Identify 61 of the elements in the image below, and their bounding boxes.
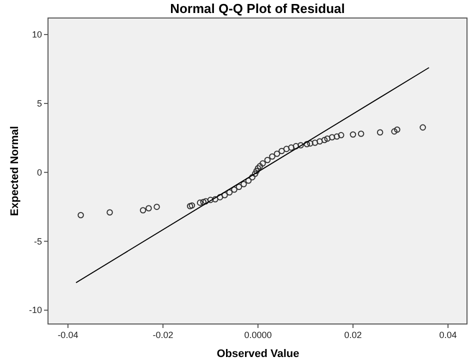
point — [196, 200, 204, 206]
point — [200, 198, 206, 206]
point — [240, 180, 247, 188]
point — [236, 184, 242, 190]
point — [249, 174, 256, 180]
point — [298, 142, 304, 148]
point — [307, 140, 314, 147]
point — [222, 192, 228, 198]
point — [394, 126, 400, 133]
y-tick-label: -5 — [34, 236, 42, 246]
point — [212, 196, 218, 202]
point — [321, 136, 328, 144]
point — [292, 143, 300, 150]
point — [106, 209, 113, 216]
point — [188, 202, 196, 209]
point — [146, 205, 152, 212]
x-tick-label: -0.02 — [152, 330, 174, 340]
y-axis-title: Expected Normal — [9, 126, 21, 216]
y-tick-label: -10 — [28, 305, 42, 316]
x-tick-label: 0.02 — [344, 330, 362, 340]
y-tick-label: 5 — [36, 98, 42, 108]
x-tick-label: 0.04 — [439, 330, 457, 340]
point — [253, 168, 260, 174]
x-tick-label: 0.0000 — [244, 330, 272, 340]
point — [278, 148, 285, 154]
point — [245, 178, 252, 184]
point — [274, 150, 280, 157]
point — [154, 204, 160, 210]
point — [264, 156, 271, 164]
point — [140, 207, 146, 214]
y-tick-label: 0 — [36, 167, 42, 178]
point — [358, 130, 364, 137]
point — [226, 189, 233, 196]
x-axis-title: Observed Value — [216, 348, 300, 360]
point — [304, 140, 310, 148]
point — [207, 196, 214, 204]
point — [186, 203, 194, 210]
point — [391, 128, 398, 135]
point — [376, 129, 384, 136]
point — [288, 144, 294, 151]
point — [334, 133, 340, 140]
point — [324, 135, 330, 142]
point — [78, 212, 84, 218]
point — [316, 138, 323, 145]
point — [338, 132, 344, 138]
point — [231, 186, 238, 193]
point — [312, 140, 318, 146]
y-tick-label: 10 — [32, 30, 42, 40]
x-tick-label: -0.04 — [58, 330, 78, 340]
point — [420, 124, 426, 131]
point — [256, 163, 264, 170]
point — [202, 198, 209, 204]
point — [216, 194, 224, 200]
point — [269, 153, 276, 160]
point — [260, 160, 266, 167]
point — [283, 146, 290, 152]
point — [350, 131, 356, 138]
point — [328, 134, 336, 140]
chart-title: Normal Q-Q Plot of Residual — [170, 1, 345, 16]
point — [254, 165, 262, 172]
point — [252, 170, 258, 177]
